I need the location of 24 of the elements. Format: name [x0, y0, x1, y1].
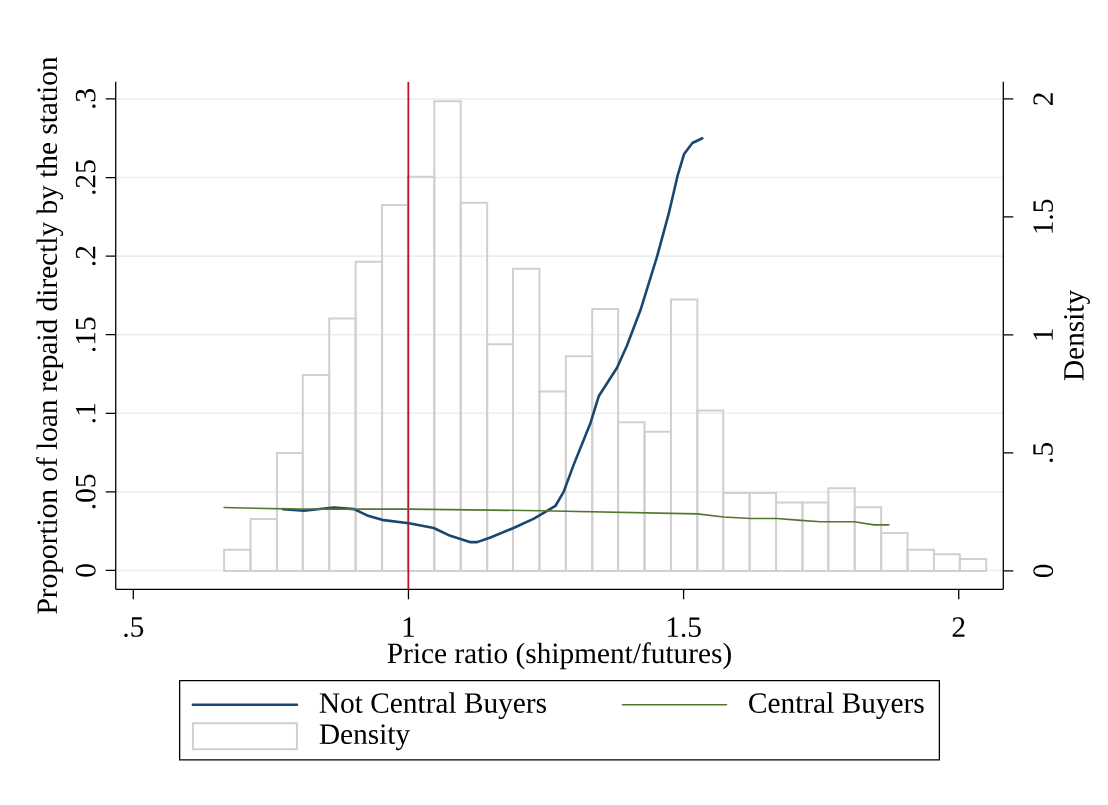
y2-tick-label: 0 [1033, 564, 1054, 578]
y-tick-label: .15 [75, 317, 96, 352]
y2-tick-label: 1.5 [1033, 199, 1054, 233]
legend-label: Density [319, 724, 411, 751]
y2-tick-label: 2 [1033, 93, 1053, 105]
line-series [223, 506, 890, 526]
y-tick-label: .1 [75, 404, 96, 423]
x-tick-label: 1.5 [667, 617, 701, 638]
legend-label: Central Buyers [749, 692, 924, 719]
y-tick-label: .3 [75, 89, 96, 109]
x-tick-label: .5 [124, 617, 144, 637]
line-series [281, 136, 704, 544]
y2-tick-label: .5 [1033, 443, 1053, 462]
y2-tick-label: 1 [1033, 329, 1053, 340]
x-axis-title: Price ratio (shipment/futures) [387, 642, 731, 670]
y-tick-label: .05 [75, 474, 96, 509]
x-tick-label: 2 [952, 617, 965, 637]
y-tick-label: .25 [75, 160, 96, 194]
legend-label: Not Central Buyers [319, 692, 546, 719]
y-axis-title: Proportion of loan repaid directly by the station [36, 56, 64, 614]
y2-axis-title: Density [1064, 289, 1090, 381]
y-tick-label: .2 [75, 246, 96, 266]
x-tick-label: 1 [403, 617, 415, 637]
y-tick-label: 0 [75, 564, 96, 577]
